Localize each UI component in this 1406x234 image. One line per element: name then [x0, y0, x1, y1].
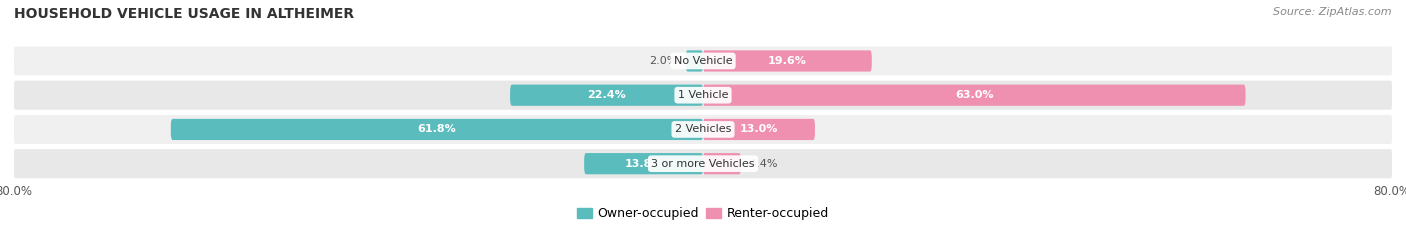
FancyBboxPatch shape	[686, 50, 703, 72]
Text: 61.8%: 61.8%	[418, 124, 457, 135]
FancyBboxPatch shape	[14, 46, 1392, 76]
Text: HOUSEHOLD VEHICLE USAGE IN ALTHEIMER: HOUSEHOLD VEHICLE USAGE IN ALTHEIMER	[14, 7, 354, 21]
Text: 1 Vehicle: 1 Vehicle	[678, 90, 728, 100]
FancyBboxPatch shape	[703, 119, 815, 140]
Text: 13.8%: 13.8%	[624, 159, 662, 169]
FancyBboxPatch shape	[703, 153, 741, 174]
Text: Source: ZipAtlas.com: Source: ZipAtlas.com	[1274, 7, 1392, 17]
FancyBboxPatch shape	[14, 81, 1392, 110]
FancyBboxPatch shape	[703, 84, 1246, 106]
Text: 2.0%: 2.0%	[648, 56, 678, 66]
FancyBboxPatch shape	[14, 115, 1392, 144]
FancyBboxPatch shape	[510, 84, 703, 106]
Text: 3 or more Vehicles: 3 or more Vehicles	[651, 159, 755, 169]
Legend: Owner-occupied, Renter-occupied: Owner-occupied, Renter-occupied	[572, 202, 834, 225]
FancyBboxPatch shape	[170, 119, 703, 140]
Text: 63.0%: 63.0%	[955, 90, 994, 100]
Text: 19.6%: 19.6%	[768, 56, 807, 66]
FancyBboxPatch shape	[583, 153, 703, 174]
FancyBboxPatch shape	[14, 149, 1392, 178]
Text: 4.4%: 4.4%	[749, 159, 778, 169]
Text: No Vehicle: No Vehicle	[673, 56, 733, 66]
Text: 2 Vehicles: 2 Vehicles	[675, 124, 731, 135]
Text: 22.4%: 22.4%	[588, 90, 626, 100]
FancyBboxPatch shape	[703, 50, 872, 72]
Text: 13.0%: 13.0%	[740, 124, 778, 135]
